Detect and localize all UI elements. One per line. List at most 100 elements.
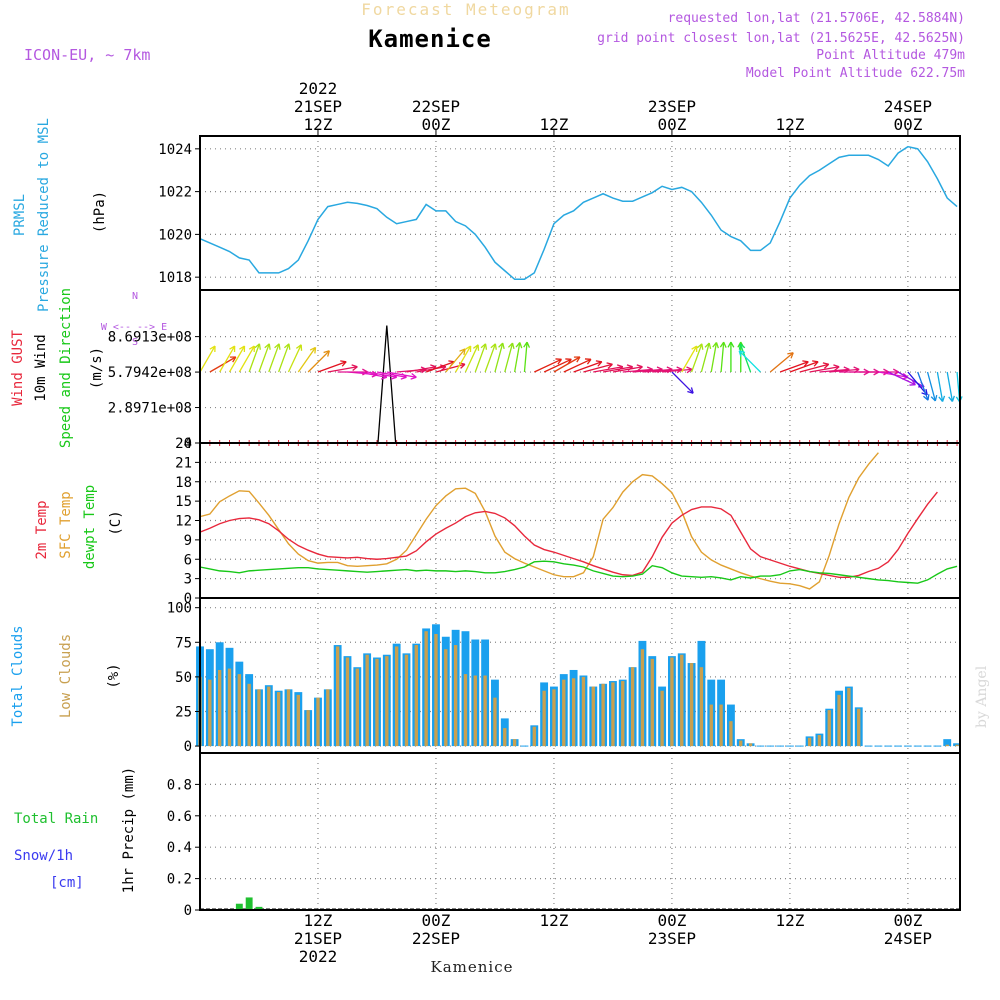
wind-barb-head — [463, 348, 466, 356]
wind-barb — [946, 371, 955, 402]
cloud-low-bar — [817, 735, 822, 747]
model-altitude: Model Point Altitude 622.75m — [746, 66, 965, 81]
wind-barb — [662, 366, 693, 374]
cloud-low-bar — [385, 656, 389, 747]
wind-barb-shaft — [720, 342, 725, 373]
location-title: Kamenice — [368, 25, 492, 53]
time-label-bottom: 00Z — [893, 911, 922, 930]
wind-barb-shaft — [710, 342, 718, 373]
wind-barb-shaft — [887, 371, 916, 386]
time-label-bottom: 21SEP — [294, 929, 342, 948]
cloud-low-bar — [955, 744, 959, 747]
precip-axis-label: 1hr Precip (mm) — [121, 767, 137, 893]
temp-dew-line — [199, 560, 958, 584]
cloud-low-bar — [306, 710, 310, 747]
wind-barb-head — [646, 366, 653, 370]
wind-barb-shaft — [632, 368, 663, 373]
panel-frame — [199, 135, 961, 291]
wind-barb-shaft — [367, 371, 397, 378]
time-label-top: 12Z — [775, 115, 804, 134]
cloud-tick-label: 50 — [175, 670, 192, 686]
wind-barb — [464, 344, 480, 373]
cloud-low-bar — [335, 646, 340, 747]
wind-barb-head — [626, 364, 633, 368]
wind-barb — [573, 360, 603, 373]
precip-tick-label: 0.4 — [167, 840, 192, 856]
wind-barb-head — [712, 342, 717, 348]
wind-barb-shaft — [553, 356, 581, 373]
wind-barb-shaft — [307, 350, 330, 373]
wind-barb-shaft — [464, 344, 479, 373]
wind-barb-head — [209, 345, 216, 350]
wind-barb-head — [616, 364, 624, 368]
wind-barb-shaft — [936, 371, 944, 402]
wind-barb-head — [822, 362, 829, 365]
cloud-low-bar — [630, 667, 635, 747]
wind-barb-head — [802, 360, 809, 363]
time-label-bottom: 23SEP — [648, 929, 696, 948]
time-label-top: 12Z — [539, 115, 568, 134]
wind-barb — [789, 360, 819, 373]
wind-barb-head — [637, 366, 643, 372]
wind-barb-head — [254, 343, 260, 349]
wind-barb — [710, 342, 719, 373]
cloud-low-bar — [208, 679, 212, 747]
time-label-bottom: 24SEP — [884, 929, 932, 948]
wind-barb — [268, 343, 281, 373]
wind-barb-shaft — [829, 368, 860, 373]
wind-barb-head — [264, 343, 270, 349]
cloud-low-bar — [404, 654, 409, 747]
wind-barb-head — [730, 341, 735, 348]
precip-tick-label: 0 — [184, 903, 192, 919]
wind-barb-head — [380, 376, 388, 380]
wind-barb — [504, 342, 515, 373]
time-label-bottom: 12Z — [304, 911, 333, 930]
temp-tick-label: 12 — [175, 514, 192, 530]
cloud-total-label: Total Clouds — [10, 625, 26, 726]
wind-barb-shaft — [897, 371, 925, 388]
wind-barb-head — [515, 342, 521, 348]
time-label-top: 00Z — [893, 115, 922, 134]
wind-barb — [484, 343, 497, 373]
wind-barb-head — [484, 343, 488, 350]
wind-barb — [455, 345, 472, 373]
wind-barb-shaft — [602, 366, 633, 373]
wind-barb-head — [490, 343, 496, 349]
wind-barb-head — [576, 356, 581, 363]
compass-we: W <-- --> E — [101, 322, 167, 333]
time-label-bottom: 12Z — [775, 911, 804, 930]
prmsl-label: PRMSL — [12, 194, 28, 236]
wind-barb-head — [927, 394, 930, 401]
wind-barb — [769, 352, 794, 373]
footer-location: Kamenice — [431, 958, 514, 976]
rain-bar — [245, 897, 253, 910]
wind-barb-shaft — [583, 363, 613, 373]
wind-barb-shaft — [622, 368, 653, 373]
wind-barb-head — [923, 395, 929, 401]
wind-barb-head — [719, 341, 725, 348]
time-label-bottom: 12Z — [539, 911, 568, 930]
time-label-top: 00Z — [657, 115, 686, 134]
cloud-low-bar — [699, 667, 704, 747]
wind-barb-head — [362, 368, 368, 373]
wind-barb-head — [278, 343, 281, 350]
wind-barb-head — [607, 363, 613, 369]
wind-barb — [719, 341, 727, 373]
wind-barb-head — [323, 350, 330, 354]
wind-barb — [474, 343, 488, 373]
wind-barb-shaft — [690, 343, 703, 373]
wind-barb-head — [696, 343, 703, 349]
wind-speed-dir-label: Speed and Direction — [58, 288, 74, 448]
wind-barb-shaft — [738, 350, 761, 373]
wind-barb-shaft — [425, 361, 455, 373]
pressure-tick-label: 1020 — [158, 227, 192, 243]
cloud-low-bar — [227, 668, 232, 747]
wind-barb-head — [812, 360, 819, 363]
wind-barb-head — [701, 343, 704, 350]
cloud-low-bar — [670, 657, 674, 747]
wind-barb — [563, 358, 592, 373]
compass-n: N — [132, 291, 138, 302]
cloud-low-bar — [689, 663, 694, 747]
wind-barb-head — [410, 376, 417, 380]
wind-barb-shaft — [534, 358, 562, 373]
